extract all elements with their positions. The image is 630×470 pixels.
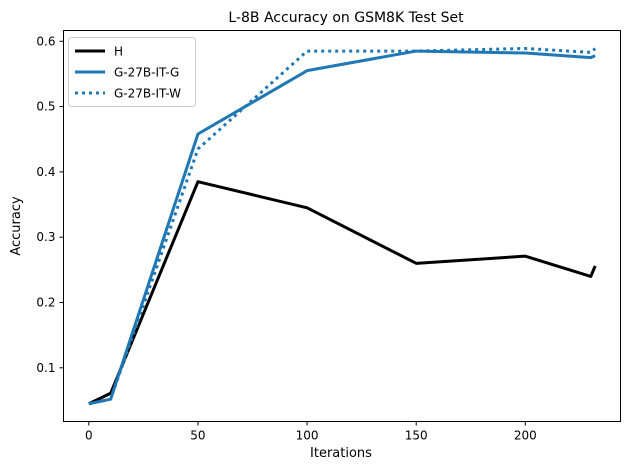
legend-label-1: G-27B-IT-G [114,66,179,80]
x-tick-label: 200 [514,429,537,443]
legend-box [68,37,196,107]
x-tick-label: 100 [296,429,319,443]
y-tick-label: 0.4 [36,165,55,179]
x-axis: 0 50 100 150 200 [85,421,537,443]
y-tick-label: 0.3 [36,230,55,244]
x-tick-label: 150 [405,429,428,443]
chart-title: L-8B Accuracy on GSM8K Test Set [228,10,464,26]
y-axis: 0.1 0.2 0.3 0.4 0.5 0.6 [36,34,64,375]
y-tick-label: 0.1 [36,361,55,375]
legend-label-0: H [114,45,123,59]
y-tick-label: 0.6 [36,34,55,48]
x-axis-label: Iterations [310,446,372,461]
y-tick-label: 0.2 [36,296,55,310]
y-tick-label: 0.5 [36,100,55,114]
x-tick-label: 50 [190,429,205,443]
x-tick-label: 0 [85,429,93,443]
plot-frame [63,30,621,422]
series-line-1 [88,49,596,406]
series-layer [88,46,597,406]
legend-label-2: G-27B-IT-W [114,87,181,101]
y-axis-label: Accuracy [9,196,24,256]
legend: H G-27B-IT-G G-27B-IT-W [68,37,196,107]
